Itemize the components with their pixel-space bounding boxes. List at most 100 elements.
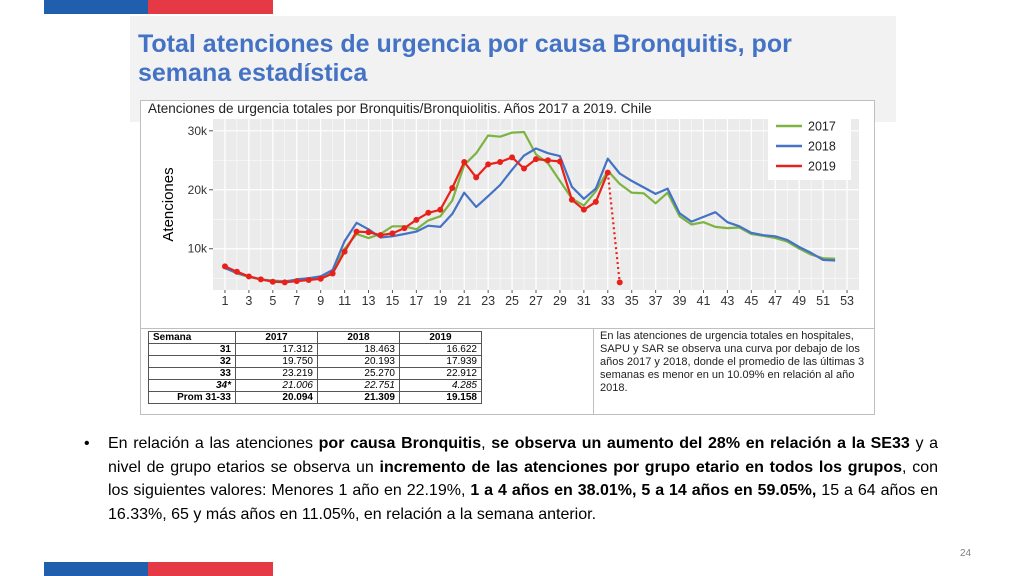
series-line-2018 [224,147,836,283]
chart-title: Atenciones de urgencia totales por Bronq… [148,101,652,116]
data-point-2019 [580,206,587,213]
bullet-span: , [481,435,492,452]
data-point-2019 [221,263,228,270]
table-cell: 20.193 [317,355,400,368]
data-point-2019 [401,225,408,232]
data-point-2019 [544,157,551,164]
table-header-row: Semana 2017 2018 2019 [148,331,482,344]
x-tick-label: 41 [697,294,711,308]
table-cell: 23.219 [235,367,318,380]
table-cell: 20.094 [235,391,318,404]
x-tick-label: 19 [433,294,447,308]
data-point-2019 [485,161,492,168]
data-point-2019 [305,276,312,283]
x-tick-label: 13 [362,294,376,308]
legend-label-2017: 2017 [808,120,836,134]
table-cell: 4.285 [399,379,482,392]
data-point-2019 [245,273,252,280]
table-cell: 17.312 [235,343,318,356]
data-point-2019 [281,279,288,286]
table-cell: 19.158 [399,391,482,404]
x-tick-label: 35 [625,294,639,308]
data-point-2019 [269,278,276,285]
table-cell: 32 [148,355,236,368]
data-point-2019 [317,275,324,282]
bullet-span: y a nivel de grupo etarios se observa un [108,435,939,476]
bullet-bold: 1 a 4 años en 38.01%, 5 a 14 años en 59.… [470,482,817,499]
x-tick-label: 27 [529,294,543,308]
data-point-2019 [592,198,599,205]
table-cell: Prom 31-33 [148,391,236,404]
top-stripe-blue [44,0,148,14]
bullet-span: En relación a las atenciones [108,435,319,452]
table-cell: 16.622 [399,343,482,356]
data-point-2019 [533,156,539,163]
table-cell: 22.751 [317,379,400,392]
table-cell: 25.270 [317,367,400,380]
bullet-bold: por causa Bronquitis [318,435,482,452]
bottom-stripe-blue [44,562,148,576]
y-tick-label: 20k [188,183,208,197]
x-tick-label: 39 [673,294,687,308]
table-cell: 19.750 [235,355,318,368]
data-point-2019 [521,165,528,172]
series-dotted-segment-2019 [606,172,621,283]
table-row: Prom 31-33 20.094 21.309 19.158 [148,391,482,404]
data-point-2019 [329,270,336,277]
x-tick-label: 29 [553,294,567,308]
data-point-2019 [365,229,372,236]
table-header: 2018 [317,331,400,344]
x-tick-label: 47 [768,294,782,308]
table-divider-vertical [593,328,594,414]
bullet-span: , con los siguientes valores: Menores 1 … [108,458,939,500]
table-cell: 21.006 [235,379,318,392]
x-tick-label: 43 [720,294,734,308]
data-point-2019 [461,159,468,166]
table-cell: 21.309 [317,391,400,404]
data-point-2019 [437,206,444,213]
data-point-2019 [413,216,420,223]
data-point-2019 [389,230,396,237]
table-cell: 22.912 [399,367,482,380]
x-tick-label: 17 [409,294,423,308]
x-tick-label: 53 [840,294,854,308]
x-tick-label: 7 [293,294,300,308]
page-number: 24 [960,548,972,559]
table-header: 2019 [399,331,482,344]
data-point-2019 [556,158,563,165]
slide-title: Total atenciones de urgencia por causa B… [138,30,792,87]
legend-label-2018: 2018 [808,140,836,154]
data-point-2019 [353,228,360,235]
x-tick-label: 1 [221,294,228,308]
chart-note: En las atenciones de urgencia totales en… [600,330,865,394]
summary-table: Semana 2017 2018 2019 31 17.312 18.463 16.6… [148,331,482,404]
bullet-dot: • [84,435,90,452]
x-tick-label: 9 [317,294,324,308]
x-tick-label: 25 [505,294,519,308]
bullet-bold: se observa un aumento del 28% en relació… [491,435,910,452]
x-tick-label: 45 [744,294,758,308]
data-point-2019 [497,159,504,166]
legend-label-2019: 2019 [808,160,836,174]
x-tick-label: 23 [481,294,495,308]
table-row: 34* 21.006 22.751 4.285 [148,379,482,392]
table-row: 31 17.312 18.463 16.622 [148,343,482,356]
data-point-2019 [616,279,623,286]
x-tick-label: 37 [649,294,663,308]
table-cell: 33 [148,367,236,380]
bullet-bold: incremento de las atenciones por grupo e… [379,458,903,476]
x-tick-label: 49 [792,294,806,308]
data-point-2019 [568,196,575,203]
table-header: Semana [148,331,236,344]
data-point-2019 [425,209,432,216]
x-tick-label: 3 [245,294,252,308]
table-cell: 31 [148,343,236,356]
table-row: 33 23.219 25.270 22.912 [148,367,482,380]
data-point-2019 [377,232,384,239]
y-tick-label: 10k [188,242,208,256]
table-divider-horizontal [140,328,874,329]
x-tick-label: 33 [601,294,615,308]
table-header: 2017 [235,331,318,344]
table-cell: 18.463 [317,343,400,356]
